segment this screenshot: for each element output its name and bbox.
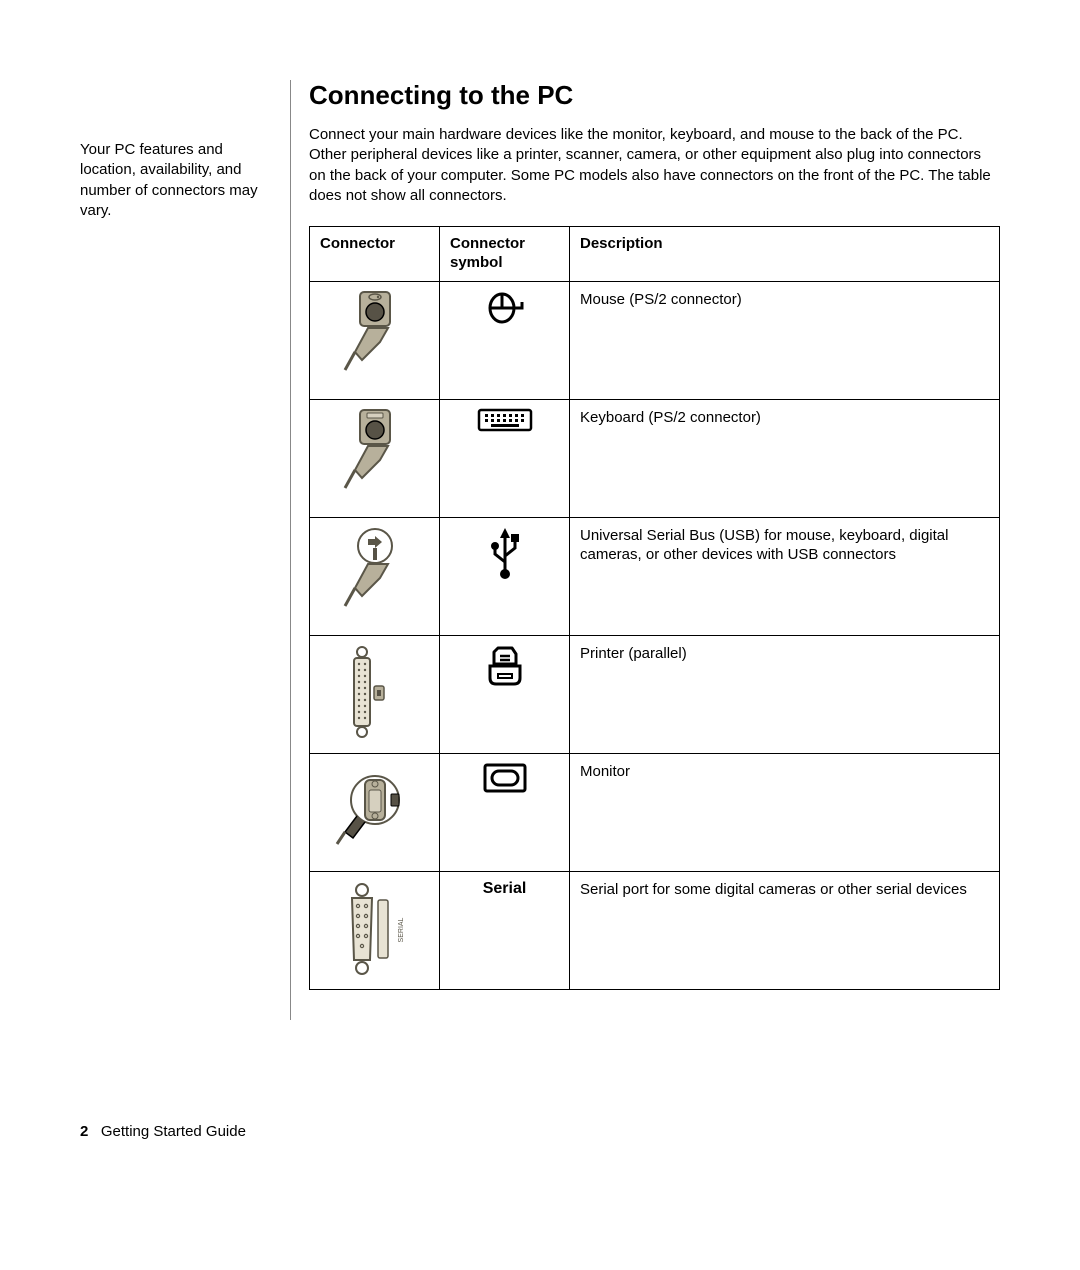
symbol-cell bbox=[440, 399, 570, 517]
connector-cell bbox=[310, 281, 440, 399]
mouse-connector-icon bbox=[340, 290, 410, 380]
description-cell: Monitor bbox=[570, 753, 1000, 871]
connector-table: Connector Connector symbol Description bbox=[309, 226, 1000, 990]
serial-symbol-text: Serial bbox=[483, 880, 527, 897]
usb-symbol-icon bbox=[485, 526, 525, 582]
description-cell: Printer (parallel) bbox=[570, 635, 1000, 753]
table-row: SERIAL Serial Serial port for some digit… bbox=[310, 871, 1000, 989]
page-number: 2 bbox=[80, 1123, 88, 1140]
parallel-connector-icon bbox=[340, 644, 410, 744]
section-title: Connecting to the PC bbox=[309, 80, 1000, 111]
connector-cell bbox=[310, 399, 440, 517]
monitor-symbol-icon bbox=[482, 762, 528, 794]
mouse-symbol-icon bbox=[480, 290, 530, 326]
symbol-cell bbox=[440, 753, 570, 871]
table-header-description: Description bbox=[570, 227, 1000, 282]
sidebar-note: Your PC features and location, availabil… bbox=[80, 80, 270, 1020]
guide-title: Getting Started Guide bbox=[101, 1123, 246, 1140]
usb-connector-icon bbox=[340, 526, 410, 616]
symbol-cell: Serial bbox=[440, 871, 570, 989]
svg-text:SERIAL: SERIAL bbox=[398, 917, 405, 942]
monitor-connector-icon bbox=[335, 762, 415, 852]
symbol-cell bbox=[440, 635, 570, 753]
table-row: Printer (parallel) bbox=[310, 635, 1000, 753]
table-header-symbol: Connector symbol bbox=[440, 227, 570, 282]
table-row: Mouse (PS/2 connector) bbox=[310, 281, 1000, 399]
description-cell: Universal Serial Bus (USB) for mouse, ke… bbox=[570, 517, 1000, 635]
connector-cell: SERIAL bbox=[310, 871, 440, 989]
sidebar-note-text: Your PC features and location, availabil… bbox=[80, 140, 260, 221]
page-container: Your PC features and location, availabil… bbox=[80, 80, 1000, 1020]
table-row: Keyboard (PS/2 connector) bbox=[310, 399, 1000, 517]
connector-cell bbox=[310, 517, 440, 635]
page-footer: 2 Getting Started Guide bbox=[80, 1123, 246, 1140]
printer-symbol-icon bbox=[482, 644, 528, 690]
table-row: Monitor bbox=[310, 753, 1000, 871]
table-header-connector: Connector bbox=[310, 227, 440, 282]
description-cell: Mouse (PS/2 connector) bbox=[570, 281, 1000, 399]
description-cell: Keyboard (PS/2 connector) bbox=[570, 399, 1000, 517]
connector-cell bbox=[310, 635, 440, 753]
main-content: Connecting to the PC Connect your main h… bbox=[290, 80, 1000, 1020]
description-cell: Serial port for some digital cameras or … bbox=[570, 871, 1000, 989]
symbol-cell bbox=[440, 281, 570, 399]
intro-text: Connect your main hardware devices like … bbox=[309, 125, 1000, 206]
serial-connector-icon: SERIAL bbox=[340, 880, 410, 980]
table-row: Universal Serial Bus (USB) for mouse, ke… bbox=[310, 517, 1000, 635]
symbol-cell bbox=[440, 517, 570, 635]
keyboard-connector-icon bbox=[340, 408, 410, 498]
connector-cell bbox=[310, 753, 440, 871]
keyboard-symbol-icon bbox=[477, 408, 533, 432]
